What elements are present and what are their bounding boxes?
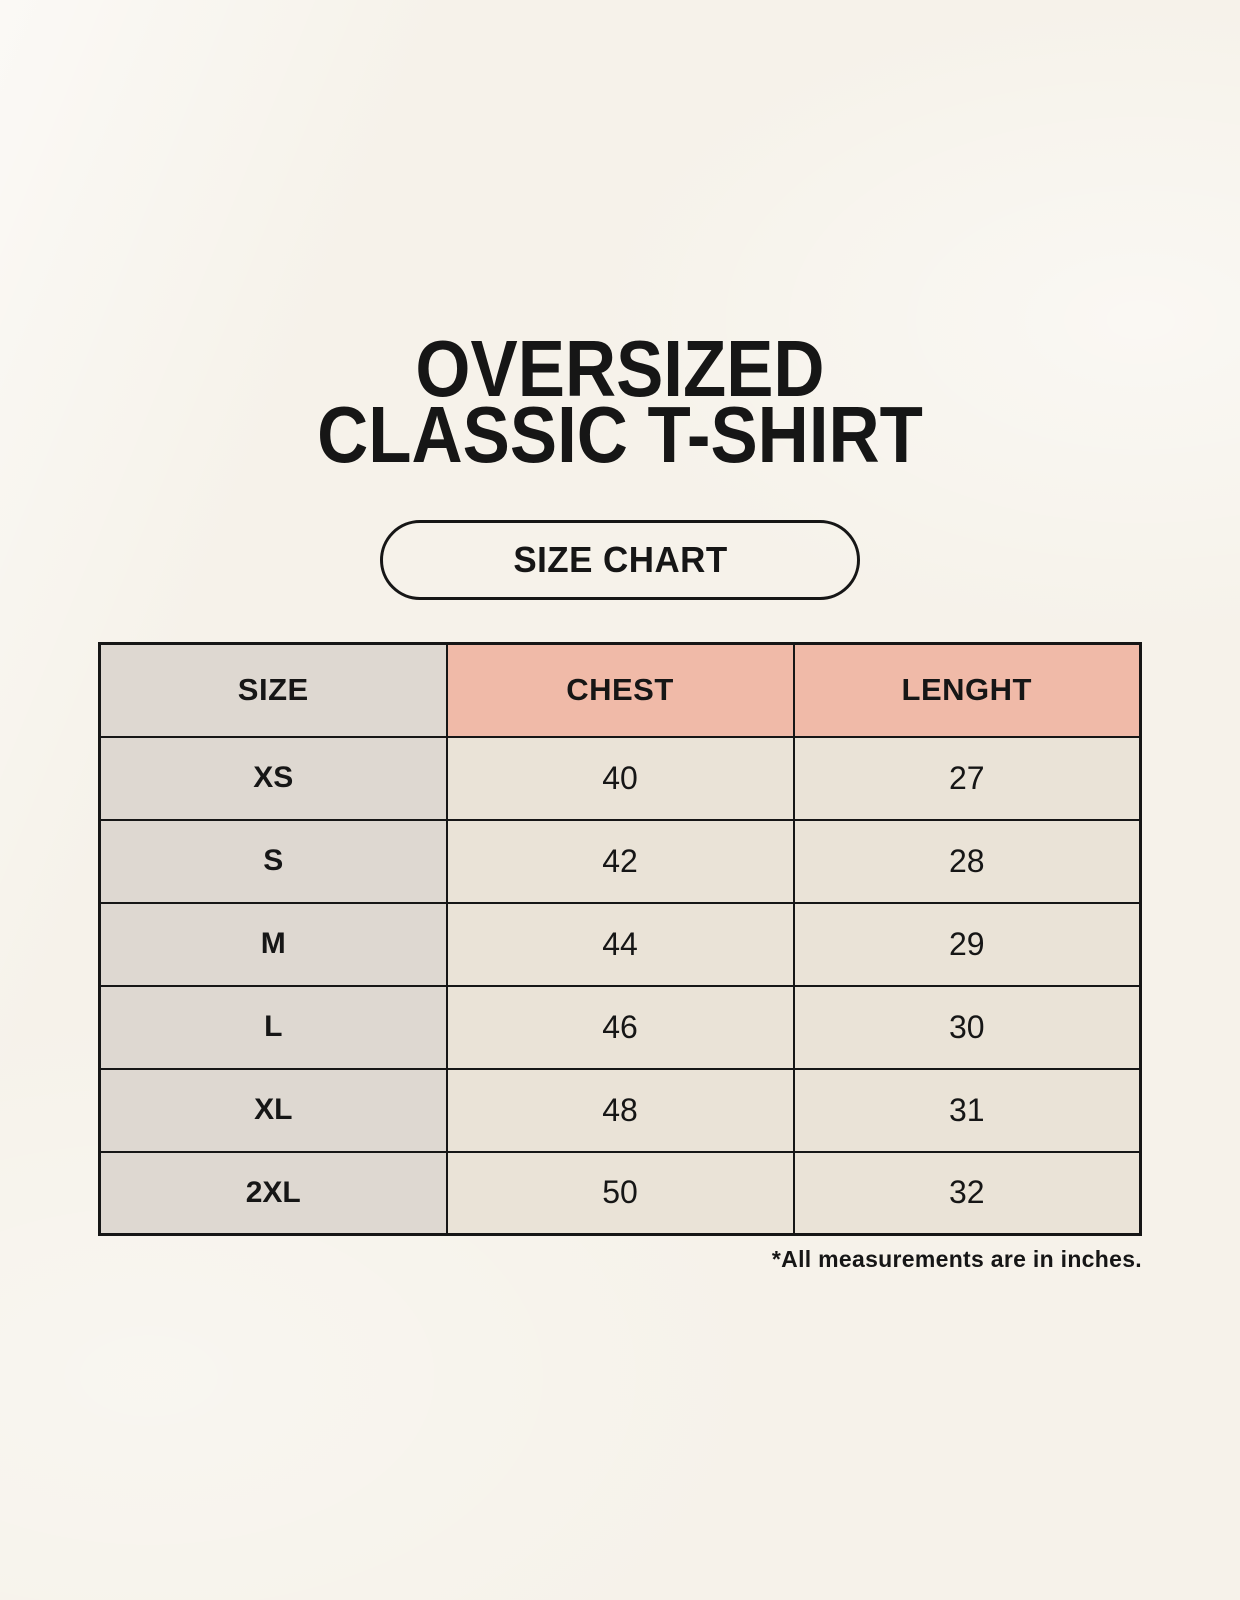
product-title: OVERSIZED CLASSIC T-SHIRT (0, 0, 1240, 479)
size-chart-button-label: SIZE CHART (512, 539, 728, 580)
chest-cell: 44 (445, 901, 795, 987)
size-cell: XS (98, 735, 448, 821)
lenght-cell: 30 (792, 984, 1142, 1070)
table-row: XS 40 27 (98, 735, 1142, 821)
table-row: 2XL 50 32 (98, 1150, 1142, 1236)
size-cell: 2XL (98, 1150, 448, 1236)
header-cell-lenght: LENGHT (792, 642, 1142, 738)
table-row: M 44 29 (98, 901, 1142, 987)
chest-cell: 46 (445, 984, 795, 1070)
lenght-cell: 31 (792, 1067, 1142, 1153)
header-cell-chest: CHEST (445, 642, 795, 738)
chest-cell: 40 (445, 735, 795, 821)
product-title-line1: OVERSIZED (415, 324, 825, 413)
header-cell-size: SIZE (98, 642, 448, 738)
lenght-cell: 29 (792, 901, 1142, 987)
table-header-row: SIZE CHEST LENGHT (98, 642, 1142, 738)
chest-cell: 50 (445, 1150, 795, 1236)
product-title-line2: CLASSIC T-SHIRT (317, 390, 923, 479)
lenght-cell: 28 (792, 818, 1142, 904)
size-cell: XL (98, 1067, 448, 1153)
table-row: S 42 28 (98, 818, 1142, 904)
lenght-cell: 32 (792, 1150, 1142, 1236)
size-chart-button[interactable]: SIZE CHART (380, 520, 860, 600)
chest-cell: 42 (445, 818, 795, 904)
table-row: XL 48 31 (98, 1067, 1142, 1153)
size-cell: M (98, 901, 448, 987)
size-cell: S (98, 818, 448, 904)
size-chart-table: SIZE CHEST LENGHT XS 40 27 S 42 28 M 44 … (98, 642, 1142, 1236)
table-row: L 46 30 (98, 984, 1142, 1070)
chest-cell: 48 (445, 1067, 795, 1153)
lenght-cell: 27 (792, 735, 1142, 821)
size-cell: L (98, 984, 448, 1070)
measurements-footnote: *All measurements are in inches. (771, 1246, 1142, 1272)
